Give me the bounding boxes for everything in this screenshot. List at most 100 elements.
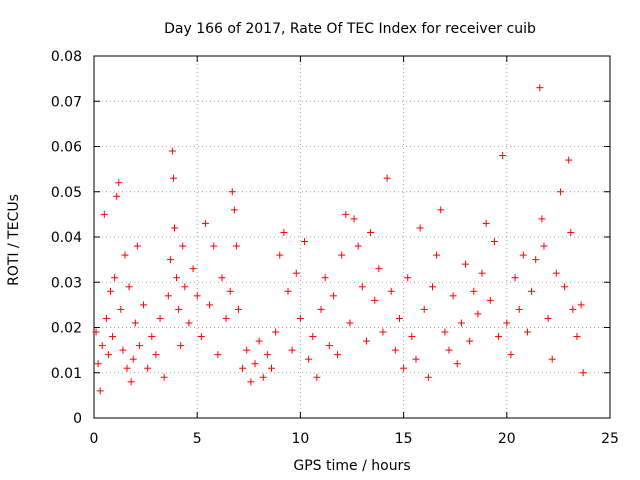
data-point bbox=[296, 314, 304, 322]
data-point bbox=[532, 256, 540, 264]
y-axis-label: ROTI / TECUs bbox=[6, 194, 22, 286]
data-point bbox=[383, 174, 391, 182]
data-point bbox=[189, 265, 197, 273]
data-point bbox=[193, 292, 201, 300]
data-point bbox=[486, 296, 494, 304]
data-point bbox=[284, 287, 292, 295]
data-point bbox=[152, 351, 160, 359]
data-point bbox=[577, 301, 585, 309]
data-point bbox=[387, 287, 395, 295]
data-point bbox=[437, 206, 445, 214]
data-point bbox=[416, 224, 424, 232]
data-point bbox=[499, 152, 507, 160]
data-point bbox=[395, 314, 403, 322]
data-point bbox=[495, 333, 503, 341]
data-point bbox=[230, 206, 238, 214]
y-tick-label: 0.03 bbox=[51, 275, 82, 291]
data-point bbox=[375, 265, 383, 273]
data-point bbox=[119, 346, 127, 354]
data-point bbox=[523, 328, 531, 336]
data-point bbox=[156, 314, 164, 322]
data-point bbox=[292, 269, 300, 277]
data-point bbox=[177, 342, 185, 350]
data-point bbox=[325, 342, 333, 350]
data-point bbox=[173, 274, 181, 282]
data-point bbox=[548, 355, 556, 363]
data-point bbox=[301, 238, 309, 246]
data-point bbox=[540, 242, 548, 250]
data-point bbox=[544, 314, 552, 322]
data-point bbox=[104, 351, 112, 359]
data-point bbox=[185, 319, 193, 327]
data-point bbox=[179, 242, 187, 250]
data-point bbox=[445, 346, 453, 354]
data-point bbox=[400, 364, 408, 372]
data-point bbox=[470, 287, 478, 295]
data-point bbox=[424, 373, 432, 381]
data-point bbox=[482, 219, 490, 227]
data-point bbox=[276, 251, 284, 259]
data-point bbox=[115, 179, 123, 187]
data-point bbox=[111, 274, 119, 282]
data-point bbox=[462, 260, 470, 268]
data-point bbox=[515, 305, 523, 313]
data-point bbox=[552, 269, 560, 277]
data-point bbox=[573, 333, 581, 341]
data-point bbox=[94, 360, 102, 368]
data-point bbox=[280, 228, 288, 236]
data-point bbox=[109, 333, 117, 341]
y-tick-label: 0.05 bbox=[51, 185, 82, 201]
data-point bbox=[538, 215, 546, 223]
data-point bbox=[358, 283, 366, 291]
data-point bbox=[92, 328, 100, 336]
data-point bbox=[133, 242, 141, 250]
data-point bbox=[511, 274, 519, 282]
data-point bbox=[170, 224, 178, 232]
data-point bbox=[342, 210, 350, 218]
data-point bbox=[181, 283, 189, 291]
x-tick-label: 25 bbox=[601, 431, 619, 447]
data-point bbox=[243, 346, 251, 354]
x-tick-label: 0 bbox=[90, 431, 99, 447]
data-point bbox=[453, 360, 461, 368]
data-point bbox=[556, 188, 564, 196]
data-point bbox=[317, 305, 325, 313]
data-point bbox=[309, 333, 317, 341]
data-point bbox=[354, 242, 362, 250]
data-point bbox=[507, 351, 515, 359]
data-point bbox=[536, 84, 544, 92]
data-point bbox=[232, 242, 240, 250]
data-point bbox=[210, 242, 218, 250]
data-point bbox=[519, 251, 527, 259]
data-point bbox=[135, 342, 143, 350]
data-point bbox=[222, 314, 230, 322]
data-point bbox=[148, 333, 156, 341]
data-point bbox=[412, 355, 420, 363]
data-point bbox=[272, 328, 280, 336]
data-point bbox=[259, 373, 267, 381]
data-point bbox=[263, 351, 271, 359]
data-point bbox=[160, 373, 168, 381]
data-point bbox=[371, 296, 379, 304]
data-point bbox=[288, 346, 296, 354]
data-point bbox=[175, 305, 183, 313]
data-point bbox=[338, 251, 346, 259]
data-point bbox=[391, 346, 399, 354]
data-point bbox=[268, 364, 276, 372]
y-tick-label: 0.06 bbox=[51, 140, 82, 156]
data-point bbox=[255, 337, 263, 345]
data-point bbox=[197, 333, 205, 341]
data-point bbox=[350, 215, 358, 223]
data-point bbox=[107, 287, 115, 295]
y-axis-ticks: 0 0.01 0.02 0.03 0.04 0.05 0.06 0.07 0.08 bbox=[51, 49, 610, 427]
data-point bbox=[503, 319, 511, 327]
data-point bbox=[569, 305, 577, 313]
data-point bbox=[140, 301, 148, 309]
data-point bbox=[206, 301, 214, 309]
data-point bbox=[144, 364, 152, 372]
x-axis-ticks: 0 5 10 15 20 25 bbox=[90, 56, 619, 447]
grid bbox=[94, 56, 610, 418]
data-point bbox=[168, 147, 176, 155]
